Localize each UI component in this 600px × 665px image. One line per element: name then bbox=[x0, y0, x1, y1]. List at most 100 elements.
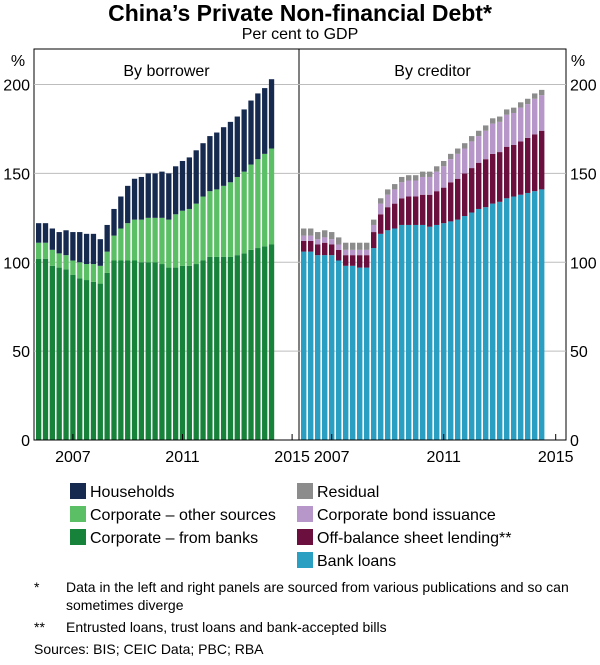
bar-segment bbox=[63, 269, 69, 440]
bar-segment bbox=[462, 173, 468, 217]
bar-segment bbox=[343, 249, 349, 256]
bar-segment bbox=[111, 208, 117, 236]
bar-segment bbox=[227, 182, 234, 257]
bar-segment bbox=[364, 249, 370, 256]
bar-segment bbox=[255, 93, 261, 160]
bar-segment bbox=[200, 260, 206, 440]
bar-segment bbox=[125, 260, 131, 440]
footnotes: * Data in the left and right panels are … bbox=[34, 578, 594, 658]
bar-segment bbox=[262, 88, 268, 154]
bar-segment bbox=[392, 189, 398, 204]
bar-segment bbox=[159, 264, 165, 440]
bar-segment bbox=[469, 136, 475, 142]
legend-label: Off-balance sheet lending** bbox=[317, 530, 512, 547]
bar-segment bbox=[220, 127, 227, 186]
bar-segment bbox=[490, 153, 496, 204]
bar-segment bbox=[70, 260, 76, 275]
bar-segment bbox=[145, 173, 151, 218]
bar-segment bbox=[90, 233, 97, 265]
bar-segment bbox=[371, 219, 377, 225]
bar-segment bbox=[125, 185, 131, 224]
bar-segment bbox=[357, 249, 363, 256]
bar-segment bbox=[462, 216, 468, 440]
chart-title: China’s Private Non-financial Debt* bbox=[108, 0, 492, 26]
bar-segment bbox=[462, 143, 468, 149]
bar-segment bbox=[371, 248, 377, 440]
bar-segment bbox=[49, 228, 55, 250]
bar-segment bbox=[350, 242, 356, 250]
bar-segment bbox=[336, 237, 342, 245]
y-tick-label-right: 0 bbox=[570, 433, 579, 450]
bar-segment bbox=[329, 239, 335, 245]
bar-segment bbox=[322, 242, 328, 256]
bar-segment bbox=[357, 255, 363, 268]
bar-segment bbox=[234, 255, 240, 440]
bar-segment bbox=[378, 203, 384, 215]
sources: Sources: BIS; CEIC Data; PBC; RBA bbox=[34, 641, 264, 657]
bar-segment bbox=[448, 159, 454, 183]
bar-segment bbox=[63, 230, 69, 256]
bar-segment bbox=[392, 228, 398, 440]
bar-segment bbox=[525, 192, 531, 440]
bar-segment bbox=[364, 242, 370, 250]
y-tick-label-left: 150 bbox=[3, 166, 30, 183]
bar-segment bbox=[350, 265, 356, 440]
bars-by-creditor bbox=[301, 89, 545, 440]
bar-segment bbox=[138, 176, 145, 220]
bar-segment bbox=[83, 264, 90, 281]
bar-segment bbox=[504, 114, 510, 147]
y-tick-label-left: 200 bbox=[3, 78, 30, 95]
bar-segment bbox=[532, 134, 538, 192]
bar-segment bbox=[490, 123, 496, 154]
bar-segment bbox=[125, 223, 131, 261]
bar-segment bbox=[118, 196, 124, 229]
legend-swatch bbox=[70, 529, 86, 545]
bar-segment bbox=[234, 176, 240, 256]
bar-segment bbox=[427, 194, 433, 227]
legend-label: Residual bbox=[317, 484, 380, 501]
bar-segment bbox=[70, 274, 76, 440]
bar-segment bbox=[166, 219, 172, 268]
bar-segment bbox=[455, 219, 461, 440]
y-tick-label-right: 50 bbox=[570, 344, 588, 361]
bar-segment bbox=[166, 173, 172, 220]
bar-segment bbox=[49, 249, 55, 266]
bar-segment bbox=[511, 107, 517, 113]
legend-item-bank-loans: Bank loans bbox=[297, 551, 396, 573]
bar-segment bbox=[241, 171, 247, 254]
bar-segment bbox=[539, 189, 545, 440]
bar-segment bbox=[83, 280, 90, 440]
bar-segment bbox=[504, 146, 510, 199]
bar-segment bbox=[420, 171, 426, 177]
bar-segment bbox=[406, 175, 412, 181]
bar-segment bbox=[97, 283, 103, 440]
legend-item-off-balance: Off-balance sheet lending** bbox=[297, 528, 512, 550]
bar-segment bbox=[308, 240, 314, 252]
bar-segment bbox=[308, 235, 314, 241]
bar-segment bbox=[539, 130, 545, 190]
bar-segment bbox=[220, 256, 227, 440]
bar-segment bbox=[234, 116, 240, 177]
legend-swatch bbox=[70, 506, 86, 522]
bar-segment bbox=[214, 189, 220, 257]
bar-segment bbox=[511, 112, 517, 145]
bar-segment bbox=[399, 198, 405, 225]
bar-segment bbox=[448, 221, 454, 440]
bar-segment bbox=[315, 244, 321, 256]
y-tick-label-left: 0 bbox=[21, 433, 30, 450]
bar-segment bbox=[455, 148, 461, 154]
bar-segment bbox=[152, 217, 158, 263]
bar-segment bbox=[511, 196, 517, 440]
bar-segment bbox=[385, 189, 391, 195]
bar-segment bbox=[193, 264, 199, 440]
bar-segment bbox=[308, 228, 314, 236]
bar-segment bbox=[315, 255, 321, 440]
y-tick-label-right: 150 bbox=[570, 166, 597, 183]
bar-segment bbox=[42, 258, 49, 440]
bar-segment bbox=[179, 160, 186, 211]
bar-segment bbox=[166, 267, 172, 440]
bar-segment bbox=[490, 203, 496, 440]
bar-segment bbox=[118, 228, 124, 261]
bar-segment bbox=[539, 89, 545, 96]
bar-segment bbox=[378, 233, 384, 440]
